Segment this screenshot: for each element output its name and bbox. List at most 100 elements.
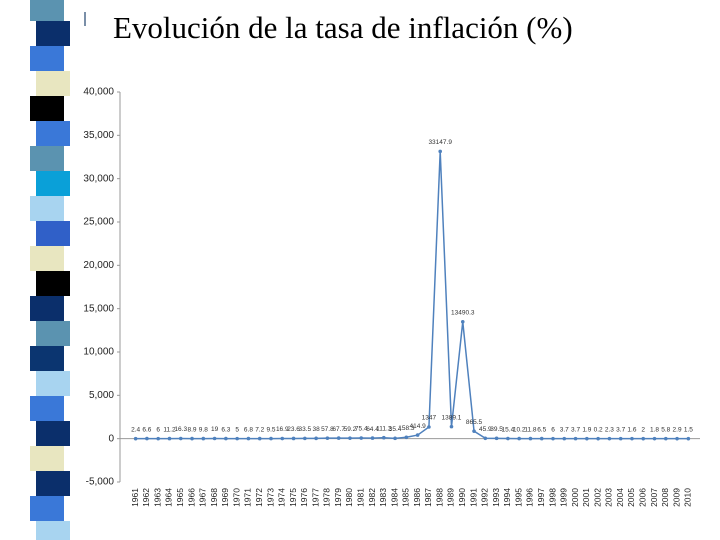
x-tick-label: 2004 [615, 488, 625, 507]
data-point [370, 436, 375, 440]
data-point [382, 435, 386, 440]
data-label: 5.8 [661, 426, 670, 433]
data-point [483, 436, 488, 441]
data-point [438, 149, 443, 154]
data-point [224, 436, 228, 441]
x-tick-label: 1995 [513, 488, 523, 507]
data-label: 15.4 [502, 426, 515, 433]
y-tick-label: 15,000 [83, 303, 114, 314]
data-label: 1.8 [650, 426, 659, 433]
data-point [618, 436, 623, 441]
x-tick-label: 1999 [559, 488, 569, 507]
x-tick-label: 1980 [344, 488, 354, 507]
data-label: 45.9 [479, 426, 492, 433]
data-label: 59.2 [344, 426, 357, 433]
data-point [539, 436, 544, 441]
data-point [291, 436, 296, 441]
y-tick-label: 35,000 [83, 130, 114, 141]
x-tick-label: 1989 [446, 488, 456, 507]
x-tick-label: 2008 [660, 488, 670, 507]
x-tick-label: 1997 [536, 488, 546, 507]
x-tick-label: 2005 [626, 488, 636, 507]
data-label: 6.5 [537, 426, 546, 433]
data-label: 13490.3 [451, 309, 475, 316]
data-label: 1389.1 [442, 414, 462, 421]
data-label: 16.9 [276, 426, 289, 433]
decor-square [30, 146, 64, 171]
y-tick-label: 40,000 [83, 87, 114, 98]
x-tick-label: 1977 [310, 488, 320, 507]
data-point [404, 435, 409, 440]
data-label: 64.4 [366, 426, 379, 433]
data-label: 0.2 [594, 426, 603, 433]
x-tick-label: 1969 [220, 488, 230, 507]
data-point [133, 436, 138, 441]
data-label: 2.3 [605, 426, 614, 433]
x-tick-label: 2002 [592, 488, 602, 507]
y-tick-label: 30,000 [83, 173, 114, 184]
decor-square [36, 471, 70, 496]
data-label: 10.2 [513, 426, 526, 433]
x-tick-label: 2010 [683, 488, 693, 507]
data-point [235, 436, 239, 441]
chart-title: Evolución de la tasa de inflación (%) [113, 10, 573, 45]
data-point [415, 433, 420, 437]
decor-square [30, 196, 64, 221]
data-label: 6.3 [221, 426, 230, 433]
data-label: 8.9 [188, 426, 197, 433]
decor-square [30, 396, 64, 421]
data-point [551, 436, 555, 441]
data-label: 19 [211, 426, 219, 433]
x-tick-label: 1986 [412, 488, 422, 507]
data-label: 5 [235, 426, 239, 433]
data-point [652, 436, 657, 441]
data-point [472, 429, 476, 433]
x-tick-label: 1996 [525, 488, 535, 507]
x-tick-label: 2001 [581, 488, 591, 507]
decor-square [30, 96, 64, 121]
data-label: 111.2 [376, 425, 392, 432]
decor-square [36, 421, 70, 446]
x-tick-label: 2009 [671, 488, 681, 507]
data-label: 9.5 [266, 426, 275, 433]
data-point [212, 436, 217, 441]
y-tick-label: 25,000 [83, 217, 114, 228]
x-tick-label: 2003 [604, 488, 614, 507]
data-point [201, 436, 206, 441]
data-point [359, 436, 364, 440]
x-tick-label: 1978 [322, 488, 332, 507]
x-tick-label: 1993 [491, 488, 501, 507]
x-tick-label: 1994 [502, 488, 512, 507]
x-tick-label: 1983 [378, 488, 388, 507]
data-label: 9.8 [199, 426, 208, 433]
data-label: 3.7 [560, 426, 569, 433]
data-point [686, 436, 691, 441]
x-tick-label: 1988 [434, 488, 444, 507]
data-point [573, 436, 578, 441]
data-label: 2.4 [131, 426, 140, 433]
data-label: 23.6 [287, 426, 300, 433]
data-label: 39.5 [490, 426, 503, 433]
x-tick-label: 1964 [164, 488, 174, 507]
decor-square [36, 221, 70, 246]
data-point [393, 436, 397, 441]
x-tick-label: 1965 [175, 488, 185, 507]
x-tick-label: 2000 [570, 488, 580, 507]
data-point [336, 436, 341, 440]
y-tick-label: -5,000 [86, 477, 115, 488]
data-point [280, 436, 285, 441]
decor-square [36, 121, 70, 146]
data-label: 1.5 [684, 426, 693, 433]
y-tick-label: 20,000 [83, 260, 114, 271]
x-tick-label: 1970 [231, 488, 241, 507]
decor-square [36, 521, 70, 540]
decor-square [30, 446, 64, 471]
data-label: 57.8 [321, 426, 334, 433]
x-tick-label: 1963 [152, 488, 162, 507]
data-point [145, 436, 149, 441]
y-tick-label: 0 [108, 433, 114, 444]
decor-square [30, 496, 64, 521]
data-point [257, 436, 262, 441]
data-label: 6.8 [244, 426, 253, 433]
